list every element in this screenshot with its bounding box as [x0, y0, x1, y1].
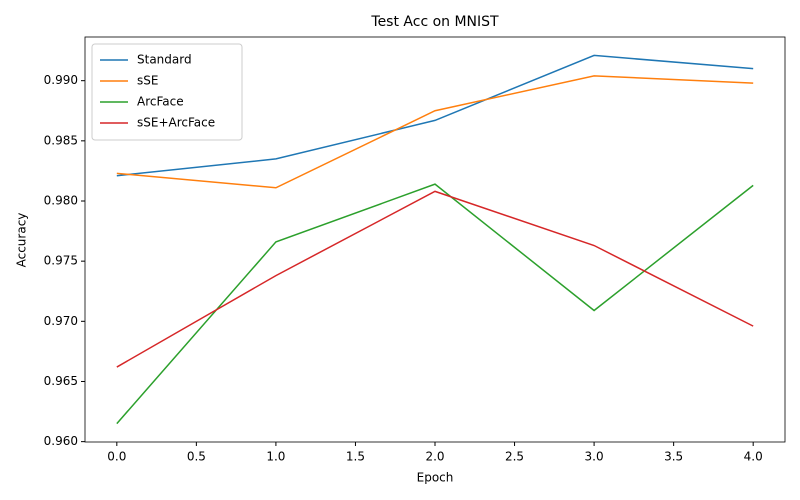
legend: Standard sSE ArcFace sSE+ArcFace: [91, 43, 243, 141]
y-tick-label: 0.985: [44, 133, 78, 147]
y-tick-label: 0.990: [44, 73, 78, 87]
y-tick-label: 0.960: [44, 434, 78, 448]
line-series: [116, 190, 754, 368]
plot-frame: [84, 36, 786, 443]
x-tick-label: 4.0: [744, 450, 763, 464]
x-tick-label: 3.5: [664, 450, 683, 464]
x-tick-label: 0.5: [187, 450, 206, 464]
legend-label: Standard: [137, 53, 192, 67]
line-series: [116, 54, 754, 177]
x-tick-label: 2.5: [505, 450, 524, 464]
line-series: [116, 183, 754, 425]
x-axis-label: Epoch: [417, 471, 454, 485]
legend-box: [91, 43, 243, 141]
y-tick-label: 0.975: [44, 254, 78, 268]
line-series: [116, 75, 754, 189]
legend-label: sSE+ArcFace: [137, 116, 215, 130]
x-tick-label: 2.0: [425, 450, 444, 464]
y-tick-label: 0.970: [44, 314, 78, 328]
x-tick-label: 1.0: [266, 450, 285, 464]
legend-label: sSE: [137, 74, 158, 88]
y-tick-label: 0.965: [44, 374, 78, 388]
x-tick-label: 3.0: [585, 450, 604, 464]
x-tick-label: 0.0: [107, 450, 126, 464]
chart-title: Test Acc on MNIST: [370, 14, 499, 30]
y-tick-label: 0.980: [44, 193, 78, 207]
legend-label: ArcFace: [137, 95, 184, 109]
y-axis-label: Accuracy: [15, 213, 29, 268]
x-tick-label: 1.5: [346, 450, 365, 464]
